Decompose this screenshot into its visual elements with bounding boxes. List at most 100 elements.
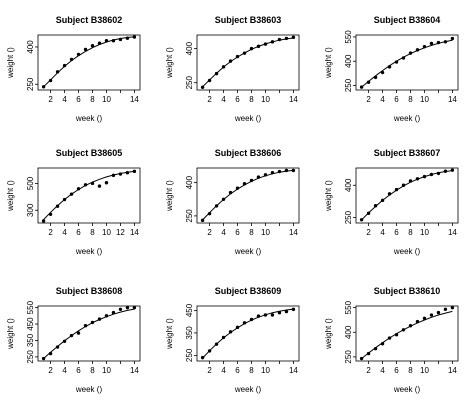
data-point [41,85,46,89]
data-point [104,39,109,43]
x-tick-label: 2 [366,228,371,237]
x-tick-label: 4 [62,95,67,104]
data-point [394,187,399,192]
data-point [270,40,275,44]
data-point [69,57,74,62]
data-point [401,183,406,187]
plot-frame [37,305,141,362]
data-point [90,44,95,48]
y-tick-label: 250 [344,78,353,92]
data-point [41,356,46,361]
data-point [256,175,261,179]
data-point [249,178,254,183]
data-point [366,80,371,84]
data-point [228,59,233,63]
data-point [401,56,406,60]
x-tick-label: 4 [380,228,385,237]
x-axis-label: week () [393,385,421,394]
data-point [118,307,123,311]
y-tick-label: 250 [26,77,35,91]
x-tick-label: 2 [48,95,53,104]
x-tick-label: 2 [207,228,212,237]
panel-title: Subject B38607 [374,148,441,158]
x-tick-label: 8 [90,228,95,237]
data-point [429,172,434,177]
data-point [366,211,371,215]
data-point [235,325,240,330]
data-point [214,71,219,76]
data-point [104,314,109,318]
fit-curve [202,308,294,359]
x-tick-label: 14 [448,366,457,375]
x-tick-label: 2 [207,366,212,375]
y-tick-label: 550 [344,30,353,44]
data-point [291,168,296,173]
x-tick-label: 6 [235,95,240,104]
data-point [443,169,448,173]
x-tick-label: 8 [249,366,254,375]
panel-title: Subject B38604 [374,15,441,25]
data-point [422,174,427,179]
data-point [83,324,88,328]
data-point [214,204,219,208]
fit-curve [43,36,135,88]
x-tick-label: 10 [102,228,111,237]
y-tick-label: 350 [185,326,194,340]
data-point [401,328,406,332]
data-point [429,313,434,317]
x-tick-label: 10 [261,228,270,237]
x-tick-label: 14 [130,366,139,375]
data-point [291,35,296,39]
data-point [256,44,261,49]
data-point [387,192,392,196]
y-tick-label: 250 [344,210,353,224]
plot-frame [196,167,300,224]
panel-title: Subject B38608 [56,286,123,296]
x-axis-label: week () [393,114,421,123]
x-tick-label: 6 [394,366,399,375]
data-point [263,42,268,46]
data-point [387,336,392,340]
data-point [221,65,226,69]
data-point [69,192,74,196]
x-tick-label: 8 [90,366,95,375]
data-point [118,37,123,42]
data-point [221,197,226,201]
data-point [284,36,289,41]
data-point [242,321,247,325]
x-axis-label: week () [75,247,103,256]
data-point [408,324,413,328]
x-tick-label: 10 [261,366,270,375]
y-axis-label: weight () [6,318,15,350]
data-point [125,170,130,175]
subject-panel: Subject B38606 2 4 6 8 10 14 250 400 week () weigh… [165,148,300,256]
x-tick-label: 4 [62,228,67,237]
y-tick-label: 300 [26,203,35,217]
data-point [373,75,378,80]
panel-title: Subject B38609 [215,286,282,296]
data-point [76,187,81,191]
panel-title: Subject B38606 [215,148,282,158]
data-point [76,52,81,57]
data-point [263,173,268,177]
x-tick-label: 4 [62,366,67,375]
data-point [90,320,95,325]
x-tick-label: 8 [249,95,254,104]
data-point [415,48,420,52]
data-point [235,54,240,59]
x-tick-label: 14 [289,366,298,375]
data-point [366,351,371,356]
data-point [242,182,247,186]
y-tick-label: 400 [344,178,353,192]
data-point [359,356,364,361]
data-point [450,168,455,172]
data-point [450,305,455,310]
x-tick-label: 8 [90,95,95,104]
y-axis-label: weight () [165,180,174,212]
y-tick-label: 450 [26,317,35,331]
data-point [132,169,137,174]
data-point [380,198,385,203]
data-point [132,305,137,310]
data-point [270,170,275,175]
